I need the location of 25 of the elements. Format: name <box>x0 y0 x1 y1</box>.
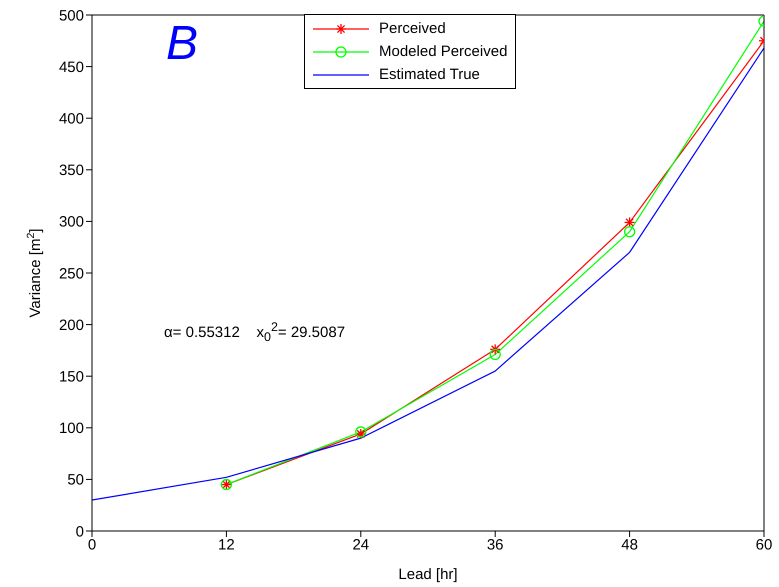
x-tick-label: 36 <box>486 536 504 554</box>
point <box>624 226 636 238</box>
y-tick-label: 100 <box>58 420 84 438</box>
y-tick-label: 200 <box>58 316 84 334</box>
annotation: α= 0.55312 x$_{0}$$^{2}$= 29.5087 <box>164 320 346 344</box>
y-tick-label: 500 <box>58 7 84 24</box>
x-tick-label: 0 <box>88 536 96 554</box>
y-tick-label: 450 <box>58 58 84 76</box>
y-tick-label: 400 <box>58 110 84 128</box>
x-tick-label: 60 <box>756 536 772 554</box>
x-axis-title: Lead [hr] <box>398 566 458 583</box>
y-tick-label: 250 <box>58 265 84 282</box>
y-tick-label: 50 <box>67 472 84 489</box>
legend-label: Perceived <box>379 20 446 37</box>
y-tick-label: 350 <box>58 162 84 180</box>
legend-label: Modeled Perceived <box>379 43 508 60</box>
legend-label: Estimated True <box>379 66 480 83</box>
y-tick-label: 150 <box>58 368 84 386</box>
y-tick-label: 300 <box>58 214 84 231</box>
x-tick-label: 12 <box>218 536 235 554</box>
x-tick-label: 24 <box>352 536 370 554</box>
y-tick-label: 0 <box>76 523 84 540</box>
point <box>490 348 501 360</box>
annotation: B <box>166 16 198 71</box>
x-tick-label: 48 <box>621 536 638 554</box>
